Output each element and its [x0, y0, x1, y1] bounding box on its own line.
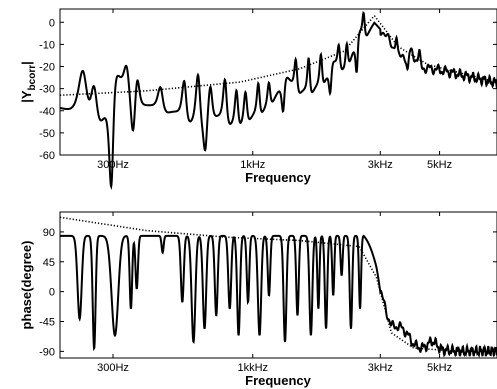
- magnitude-dotted-series: [59, 14, 497, 97]
- phase-y-ticks: -90 -45 0 45 90: [39, 227, 497, 358]
- phase-plot-frame: [59, 211, 497, 359]
- phase-x-ticks: 300Hz 1kkHz 3kHz 5kHz: [97, 212, 452, 374]
- magnitude-y-tick-label: -10: [39, 39, 55, 51]
- magnitude-y-axis-label: |Ybcorr|: [19, 61, 38, 103]
- magnitude-y-tick-label: 0: [49, 17, 55, 29]
- magnitude-y-tick-label: -40: [39, 106, 55, 118]
- phase-y-tick-label: 90: [43, 227, 55, 239]
- magnitude-plot-frame: [59, 8, 497, 156]
- magnitude-x-tick-label: 3kHz: [368, 159, 393, 171]
- phase-y-tick-label: 0: [49, 287, 55, 299]
- phase-y-axis-label: phase(degree): [19, 241, 34, 330]
- phase-solid-series: [60, 234, 497, 358]
- phase-dotted-series: [59, 216, 497, 353]
- phase-x-tick-label: 1kkHz: [237, 362, 268, 374]
- phase-x-tick-label: 300Hz: [97, 362, 129, 374]
- magnitude-solid-series: [59, 10, 497, 190]
- magnitude-panel: -60-50-40-30-20-100 300Hz 1kHz 3kHz 5kHz Fr…: [19, 8, 497, 190]
- magnitude-x-tick-label: 1kHz: [240, 159, 265, 171]
- phase-panel: -90 -45 0 45 90 300Hz 1kkHz 3kHz 5kHz Frequency…: [19, 211, 497, 388]
- magnitude-y-ticks: -60 -50 -40 -30 -20 -10 0: [39, 17, 497, 162]
- phase-x-tick-label: 3kHz: [368, 362, 393, 374]
- magnitude-x-axis-label: Frequency: [245, 170, 312, 185]
- phase-y-tick-label: -45: [39, 317, 55, 329]
- magnitude-y-tick-label: -20: [39, 62, 55, 74]
- magnitude-y-tick-label: -30: [39, 84, 55, 96]
- phase-y-tick-label: -90: [39, 346, 55, 358]
- magnitude-x-tick-label: 5kHz: [427, 159, 452, 171]
- magnitude-y-tick-label: -60: [39, 150, 55, 162]
- phase-y-tick-label: 45: [43, 257, 55, 269]
- phase-x-tick-label: 5kHz: [427, 362, 452, 374]
- magnitude-y-tick-label: -50: [39, 128, 55, 140]
- phase-x-axis-label: Frequency: [245, 373, 312, 388]
